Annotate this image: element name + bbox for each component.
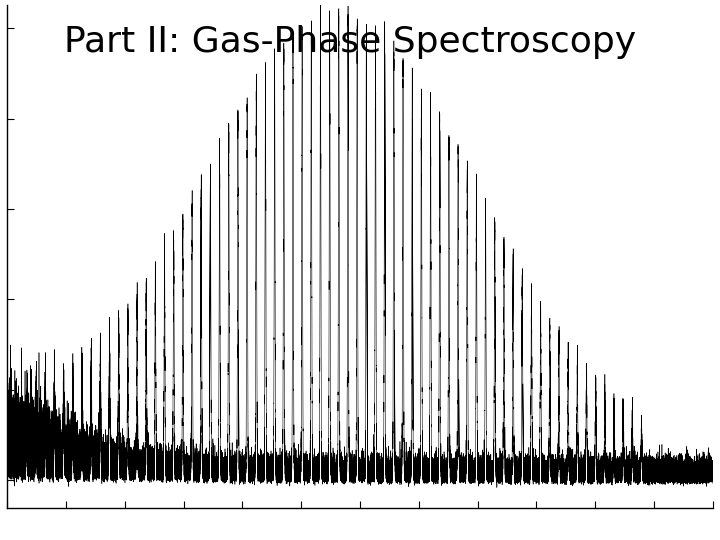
Text: Part II: Gas-Phase Spectroscopy: Part II: Gas-Phase Spectroscopy: [63, 25, 636, 59]
